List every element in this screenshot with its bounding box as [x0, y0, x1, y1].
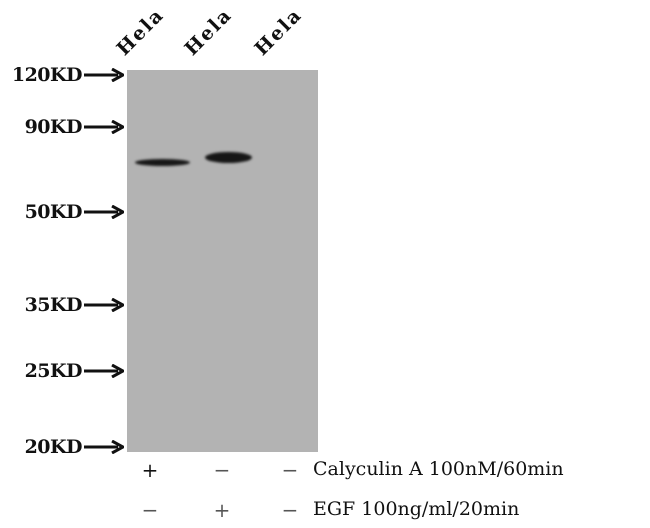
arrow-right-icon	[84, 205, 124, 219]
treatment-1-lane-3: −	[281, 458, 299, 482]
treatment-2-lane-2: +	[213, 498, 231, 522]
marker-20kd: 20KD	[0, 437, 126, 457]
marker-50kd: 50KD	[0, 202, 126, 222]
marker-35kd: 35KD	[0, 295, 126, 315]
band-lane-2	[205, 152, 252, 163]
blot-membrane	[127, 70, 318, 452]
marker-label: 50KD	[24, 201, 83, 223]
marker-25kd: 25KD	[0, 361, 126, 381]
treatment-1-label: Calyculin A 100nM/60min	[313, 458, 564, 480]
treatment-2-label: EGF 100ng/ml/20min	[313, 498, 520, 520]
treatment-1-lane-1: +	[141, 458, 159, 482]
treatment-2-lane-1: −	[141, 498, 159, 522]
lane-label-3: Hela	[250, 3, 307, 61]
arrow-right-icon	[84, 440, 124, 454]
treatment-2-lane-3: −	[281, 498, 299, 522]
treatment-1-lane-2: −	[213, 458, 231, 482]
arrow-right-icon	[84, 68, 124, 82]
marker-label: 120KD	[11, 64, 83, 86]
marker-label: 35KD	[24, 294, 83, 316]
arrow-right-icon	[84, 298, 124, 312]
arrow-right-icon	[84, 120, 124, 134]
band-lane-1	[135, 159, 190, 166]
marker-label: 25KD	[24, 360, 83, 382]
marker-label: 90KD	[24, 116, 83, 138]
lane-label-2: Hela	[180, 3, 237, 61]
lane-label-1: Hela	[112, 3, 169, 61]
arrow-right-icon	[84, 364, 124, 378]
marker-90kd: 90KD	[0, 117, 126, 137]
marker-label: 20KD	[24, 436, 83, 458]
marker-120kd: 120KD	[0, 65, 126, 85]
